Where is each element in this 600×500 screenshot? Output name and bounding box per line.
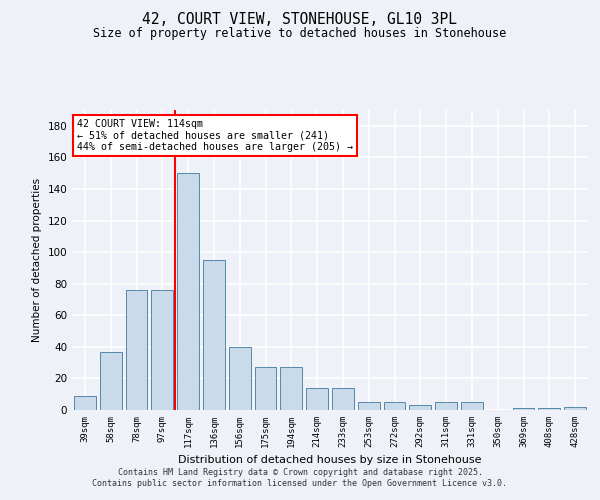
Bar — [151, 290, 173, 410]
Bar — [177, 173, 199, 410]
Text: 42 COURT VIEW: 114sqm
← 51% of detached houses are smaller (241)
44% of semi-det: 42 COURT VIEW: 114sqm ← 51% of detached … — [77, 119, 353, 152]
Text: Size of property relative to detached houses in Stonehouse: Size of property relative to detached ho… — [94, 28, 506, 40]
Text: Contains HM Land Registry data © Crown copyright and database right 2025.
Contai: Contains HM Land Registry data © Crown c… — [92, 468, 508, 487]
Bar — [203, 260, 225, 410]
Bar — [512, 408, 535, 410]
Bar — [383, 402, 406, 410]
Bar — [306, 388, 328, 410]
Bar — [538, 408, 560, 410]
Bar — [564, 407, 586, 410]
Bar — [461, 402, 483, 410]
Bar — [229, 347, 251, 410]
Bar — [409, 406, 431, 410]
Bar — [125, 290, 148, 410]
Bar — [280, 368, 302, 410]
Text: 42, COURT VIEW, STONEHOUSE, GL10 3PL: 42, COURT VIEW, STONEHOUSE, GL10 3PL — [143, 12, 458, 28]
Bar — [254, 368, 277, 410]
Bar — [435, 402, 457, 410]
Bar — [100, 352, 122, 410]
Bar — [332, 388, 354, 410]
X-axis label: Distribution of detached houses by size in Stonehouse: Distribution of detached houses by size … — [178, 456, 482, 466]
Y-axis label: Number of detached properties: Number of detached properties — [32, 178, 42, 342]
Bar — [74, 396, 96, 410]
Bar — [358, 402, 380, 410]
